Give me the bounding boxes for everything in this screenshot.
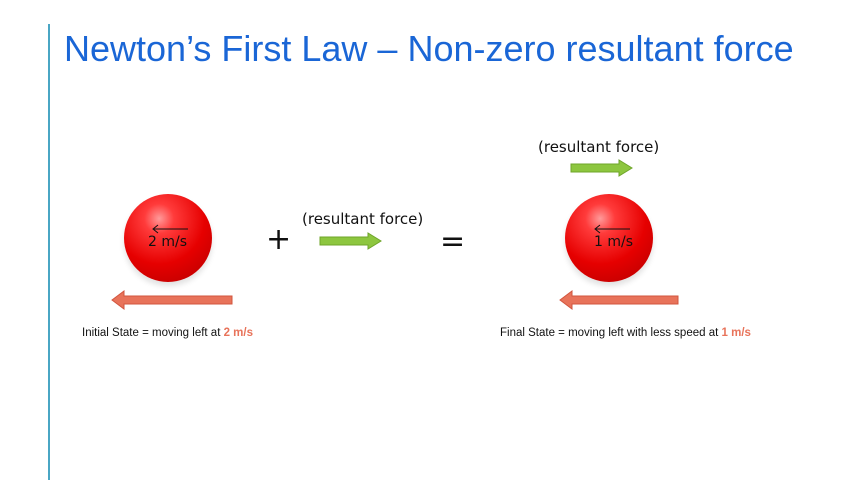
final-velocity-small-arrow-icon xyxy=(594,224,630,234)
equals-sign: = xyxy=(440,224,466,259)
plus-sign: + xyxy=(266,222,292,257)
slide-accent-line xyxy=(48,24,50,480)
middle-force-label: (resultant force) xyxy=(302,210,424,228)
initial-caption-value: 2 m/s xyxy=(223,327,254,339)
initial-caption: Initial State = moving left at 2 m/s xyxy=(82,327,253,339)
final-caption-text: Final State = moving left with less spee… xyxy=(500,327,722,339)
initial-caption-text: Initial State = moving left at xyxy=(82,327,224,339)
initial-velocity-arrow-icon xyxy=(111,290,233,310)
middle-force-arrow-icon xyxy=(319,232,382,250)
final-caption-value: 1 m/s xyxy=(721,327,751,339)
slide-title: Newton’s First Law – Non-zero resultant … xyxy=(64,28,794,69)
right-force-label: (resultant force) xyxy=(538,138,660,156)
initial-speed-label: 2 m/s xyxy=(148,234,188,250)
initial-velocity-small-arrow-icon xyxy=(152,224,188,234)
final-caption: Final State = moving left with less spee… xyxy=(500,327,751,339)
right-force-arrow-icon xyxy=(570,159,633,177)
final-velocity-arrow-icon xyxy=(559,290,679,310)
final-speed-label: 1 m/s xyxy=(594,234,634,250)
final-ball xyxy=(565,194,653,282)
initial-ball xyxy=(124,194,212,282)
